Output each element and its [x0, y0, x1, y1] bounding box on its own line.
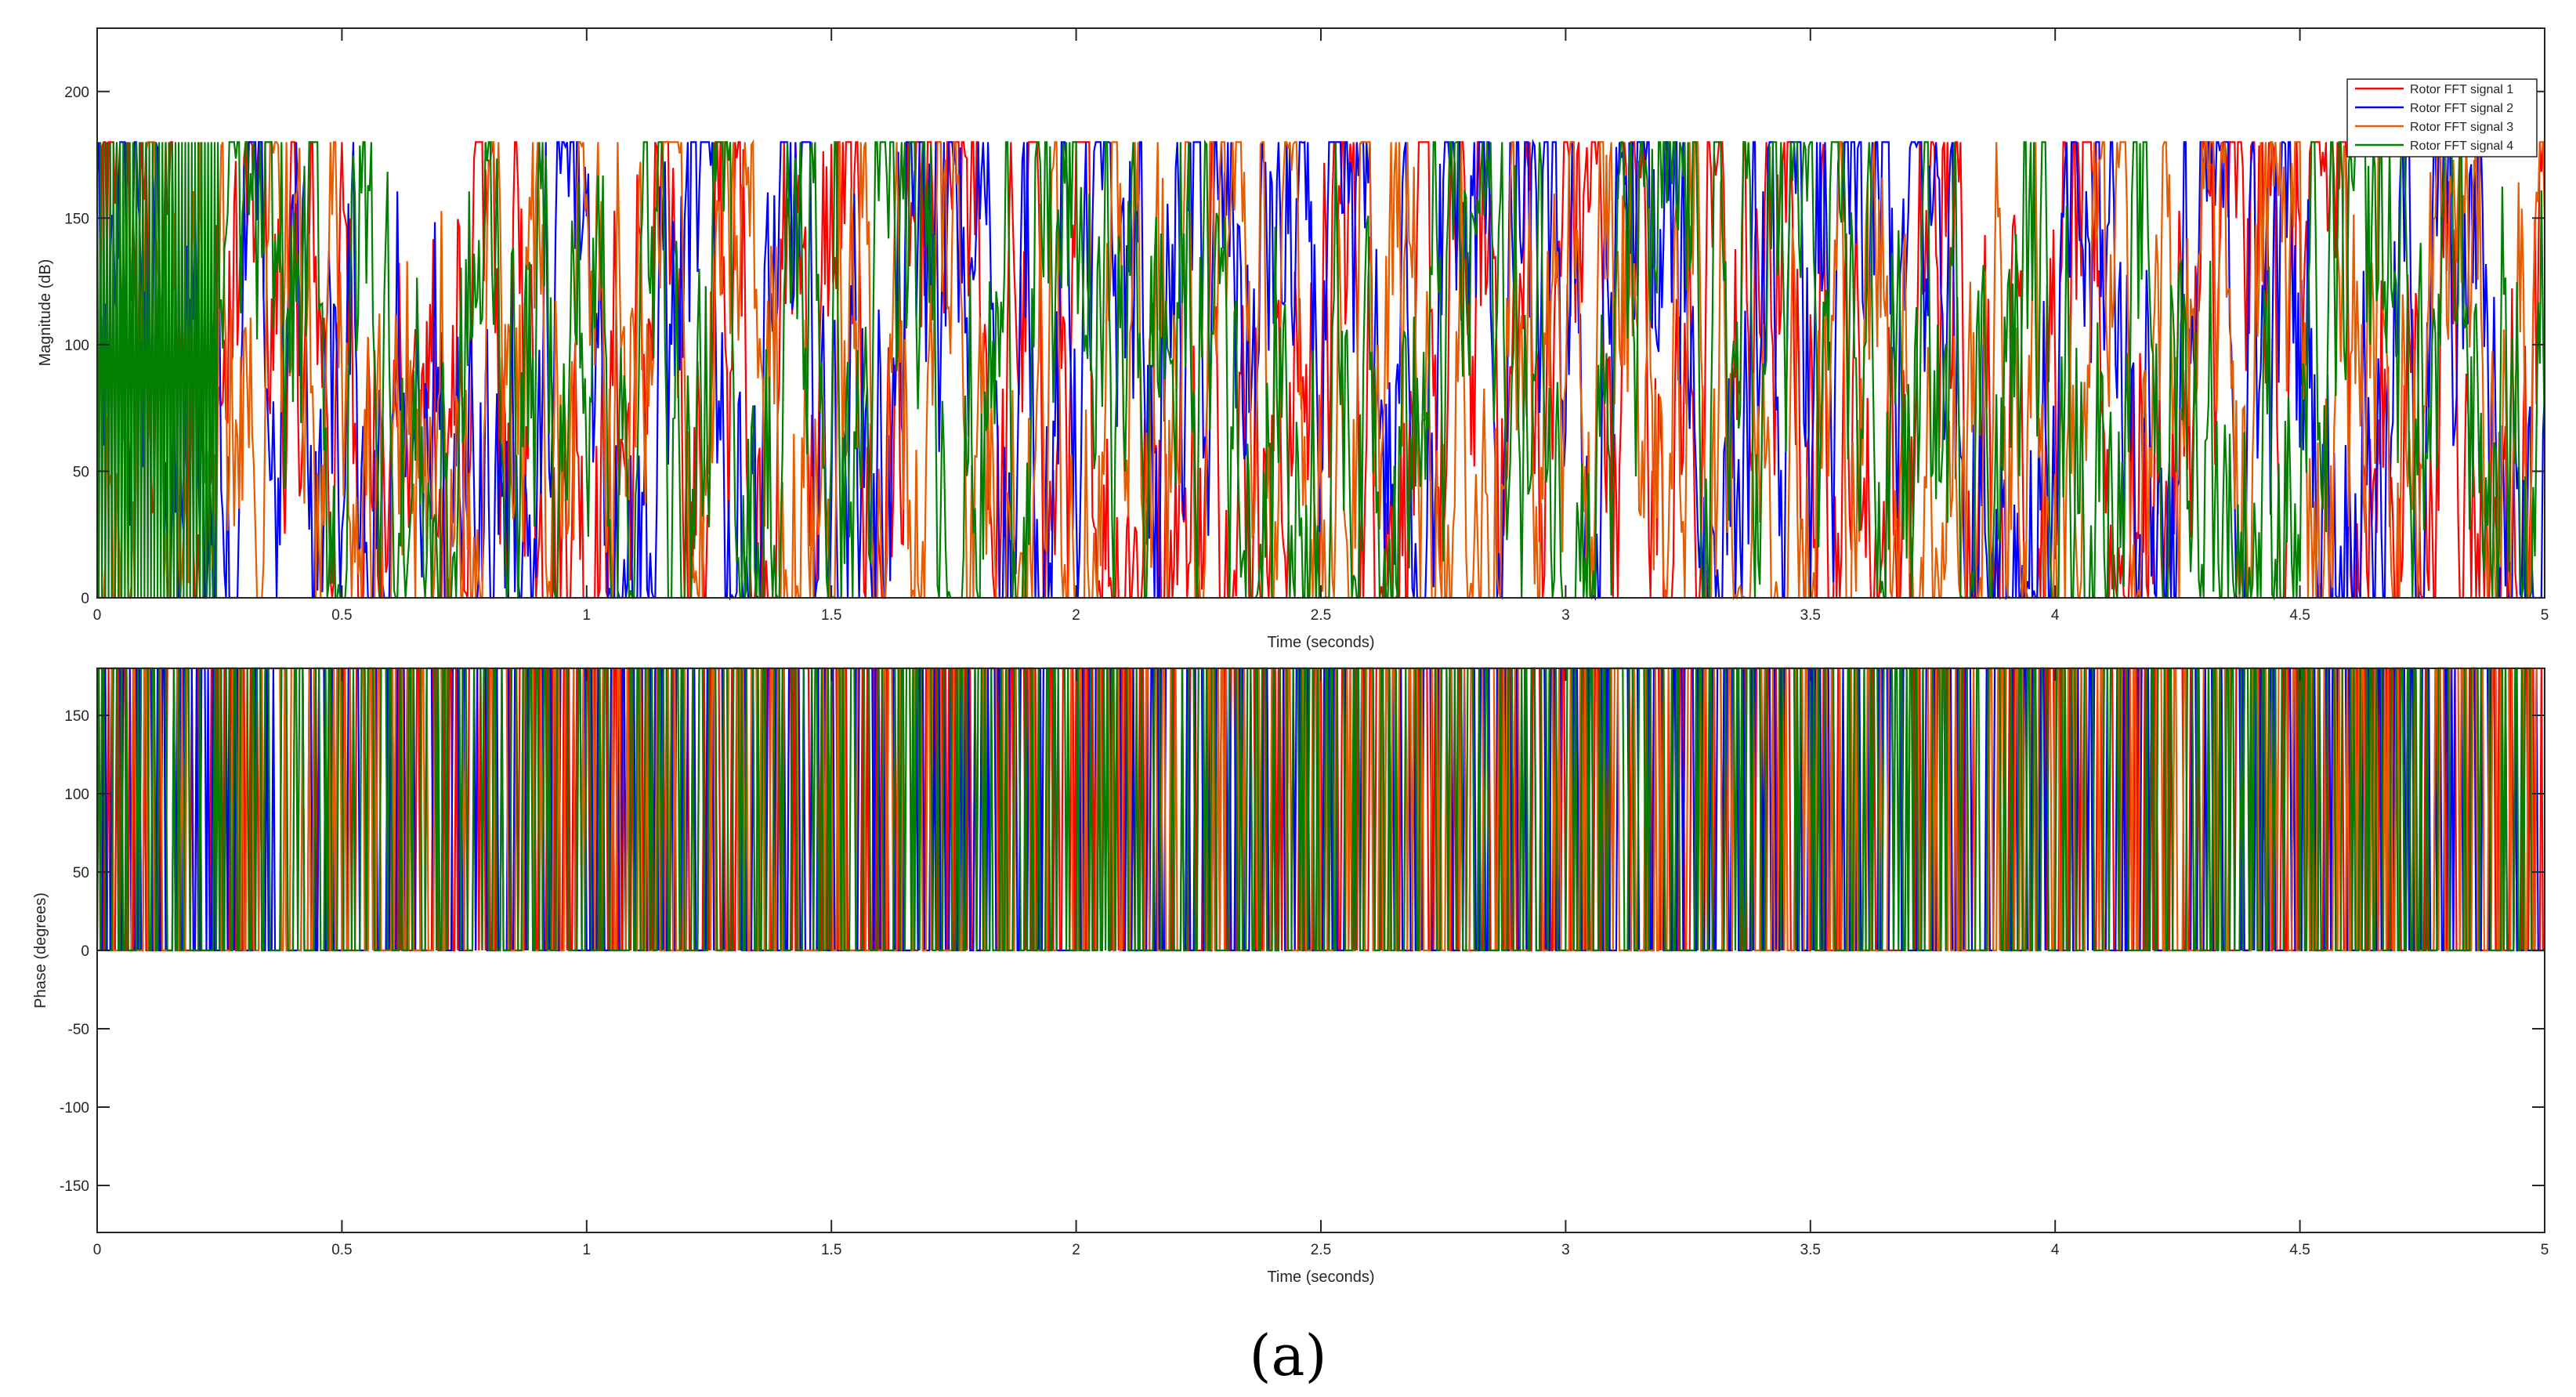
x-tick-label: 3 [1561, 1242, 1570, 1258]
phase-x-axis-label: Time (seconds) [1267, 1269, 1374, 1286]
phase-x-axis: 0 0.5 1 1.5 2 2.5 3 3.5 4 4.5 5 [93, 668, 2549, 1258]
x-tick-label: 3.5 [1800, 1242, 1821, 1258]
legend-label-3: Rotor FFT signal 3 [2410, 121, 2513, 134]
magnitude-x-axis-label: Time (seconds) [1267, 634, 1374, 651]
x-tick-label: 1.5 [821, 1242, 841, 1258]
x-tick-label: 4.5 [2289, 607, 2310, 624]
magnitude-y-axis-label: Magnitude (dB) [37, 259, 54, 367]
y-tick-label: 0 [81, 943, 89, 960]
y-tick-label: -50 [68, 1022, 89, 1038]
y-tick-label: 0 [81, 591, 89, 607]
phase-y-axis-label: Phase (degrees) [32, 892, 49, 1008]
magnitude-plot: 0 0.5 1 1.5 2 2.5 3 3.5 4 4.5 5 0 50 100 150 200 Time … [37, 27, 2549, 651]
phase-plot: 0 0.5 1 1.5 2 2.5 3 3.5 4 4.5 5 -150 -100 -50 0 50 100 1… [32, 667, 2549, 1286]
magnitude-x-axis: 0 0.5 1 1.5 2 2.5 3 3.5 4 4.5 5 [93, 28, 2549, 624]
x-tick-label: 0 [93, 1242, 102, 1258]
series-line-4 [96, 667, 2545, 952]
legend[interactable]: Rotor FFT signal 1 Rotor FFT signal 2 Roto… [2346, 78, 2538, 157]
x-tick-label: 2.5 [1311, 607, 1331, 624]
x-tick-label: 2.5 [1311, 1242, 1331, 1258]
legend-label-4: Rotor FFT signal 4 [2410, 139, 2513, 153]
x-tick-label: 4.5 [2289, 1242, 2310, 1258]
legend-label-2: Rotor FFT signal 2 [2410, 102, 2513, 115]
x-tick-label: 5 [2541, 1242, 2549, 1258]
figure-caption: (a) [1249, 1323, 1326, 1388]
y-tick-label: -150 [60, 1178, 89, 1195]
x-tick-label: 4 [2051, 607, 2060, 624]
x-tick-label: 1 [583, 607, 592, 624]
x-tick-label: 5 [2541, 607, 2549, 624]
x-tick-label: 4 [2051, 1242, 2060, 1258]
x-tick-label: 0.5 [331, 1242, 352, 1258]
y-tick-label: 100 [64, 338, 89, 354]
x-tick-label: 0 [93, 607, 102, 624]
legend-label-1: Rotor FFT signal 1 [2410, 83, 2513, 96]
y-tick-label: 150 [64, 211, 89, 227]
x-tick-label: 3.5 [1800, 607, 1821, 624]
legend-box [2346, 78, 2538, 157]
y-tick-label: -100 [60, 1100, 89, 1117]
phase-y-axis: -150 -100 -50 0 50 100 150 [60, 708, 2545, 1195]
y-tick-label: 50 [73, 464, 89, 480]
y-tick-label: 150 [64, 708, 89, 725]
y-tick-label: 50 [73, 865, 89, 881]
x-tick-label: 2 [1072, 607, 1080, 624]
x-tick-label: 3 [1561, 607, 1570, 624]
x-tick-label: 0.5 [331, 607, 352, 624]
y-tick-label: 100 [64, 787, 89, 803]
x-tick-label: 1.5 [821, 607, 841, 624]
x-tick-label: 2 [1072, 1242, 1080, 1258]
y-tick-label: 200 [64, 85, 89, 101]
x-tick-label: 1 [583, 1242, 592, 1258]
